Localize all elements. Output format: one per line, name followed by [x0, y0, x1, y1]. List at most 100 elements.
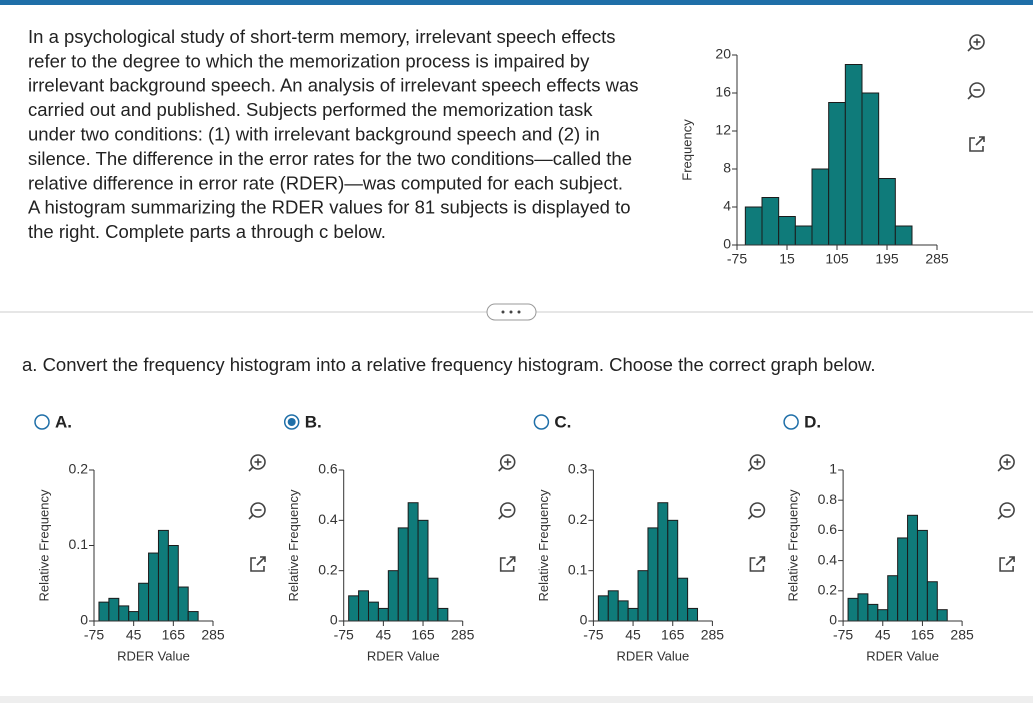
x-tick-label: 285 [451, 627, 475, 643]
zoom-out[interactable] [248, 502, 266, 520]
icon-shape [975, 136, 985, 146]
bar [98, 601, 110, 622]
x-tick-label: 45 [625, 627, 641, 643]
y-axis-label: Relative Frequency [286, 489, 301, 601]
option-label: B. [305, 412, 322, 431]
icon-shape [997, 466, 1003, 472]
y-tick-label: 0.2 [568, 511, 588, 527]
popout[interactable] [250, 556, 266, 572]
option-radio[interactable] [283, 414, 300, 430]
zoom-in[interactable] [967, 34, 985, 52]
option-label: C. [554, 412, 571, 431]
x-axis-label: RDER Value [117, 648, 190, 663]
bar [407, 502, 419, 622]
zoom-out[interactable] [498, 502, 516, 520]
bar [877, 609, 889, 622]
bar [108, 597, 120, 622]
bar [187, 611, 199, 622]
zoom-out[interactable] [967, 82, 985, 100]
popout[interactable] [999, 556, 1015, 572]
bar [667, 519, 679, 622]
bar [437, 607, 449, 622]
icon-shape [969, 82, 985, 98]
x-tick-label: 165 [911, 627, 935, 643]
x-tick-label: 285 [925, 251, 949, 267]
bar [348, 595, 360, 622]
bar [844, 64, 863, 246]
x-tick-label: -75 [583, 627, 603, 643]
option-radio[interactable] [783, 414, 799, 430]
expand-button[interactable] [486, 303, 537, 321]
zoom-in[interactable] [997, 454, 1015, 472]
question-line: A histogram summarizing the RDER values … [28, 197, 631, 218]
bar [887, 575, 899, 622]
y-tick-label: 0.2 [818, 582, 838, 598]
icon-shape [749, 502, 766, 518]
x-tick-label: -75 [84, 627, 104, 643]
bar [148, 552, 159, 622]
bar [847, 597, 859, 622]
option-radio[interactable] [533, 414, 550, 430]
question-line: the right. Complete parts a through c be… [28, 221, 386, 242]
zoom-in[interactable] [747, 454, 766, 472]
icon-shape [1005, 556, 1015, 566]
bar [637, 570, 649, 622]
x-tick-label: 45 [875, 627, 891, 643]
icon-shape [250, 557, 265, 572]
icon-shape [999, 502, 1015, 518]
y-tick-label: 16 [715, 84, 731, 100]
bar [794, 225, 813, 246]
icon-shape [498, 466, 504, 472]
bar [118, 605, 130, 622]
icon-shape [969, 34, 985, 50]
bar [657, 502, 669, 622]
icon-shape [250, 502, 266, 518]
bar [177, 586, 189, 622]
bar [427, 577, 439, 622]
icon-shape [749, 557, 765, 572]
icon-shape [967, 46, 973, 52]
y-tick-label: 0.8 [818, 491, 838, 507]
icon-shape [248, 466, 254, 472]
bar [377, 607, 389, 622]
y-axis-label: Relative Frequency [786, 489, 801, 601]
y-tick-label: 0 [80, 612, 88, 628]
y-tick-label: 0 [829, 612, 837, 628]
option-radio[interactable] [34, 414, 50, 430]
popout[interactable] [499, 556, 516, 572]
zoom-out[interactable] [747, 502, 766, 520]
icon-shape [967, 94, 973, 100]
y-tick-label: 0.1 [568, 561, 588, 577]
icon-shape [499, 557, 515, 572]
x-tick-label: 165 [162, 627, 186, 643]
zoom-out[interactable] [997, 502, 1015, 520]
icon-shape [997, 514, 1003, 520]
popout[interactable] [969, 136, 985, 152]
bar [597, 595, 609, 622]
icon-shape [250, 454, 266, 470]
radio-ring [783, 414, 799, 430]
popout[interactable] [749, 556, 766, 572]
question-line: silence. The difference in the error rat… [28, 148, 632, 169]
bar [417, 519, 429, 622]
icon-shape [999, 454, 1015, 470]
icon-shape [506, 556, 516, 566]
x-tick-label: -75 [727, 251, 747, 267]
y-tick-label: 8 [723, 160, 731, 176]
y-tick-label: 20 [715, 46, 731, 62]
bar [857, 593, 869, 622]
bar [138, 582, 150, 622]
icon-shape [747, 514, 753, 520]
zoom-in[interactable] [248, 454, 266, 472]
icon-shape [499, 454, 516, 470]
radio-ring [34, 414, 50, 430]
x-tick-label: 285 [201, 627, 225, 643]
y-tick-label: 0.4 [818, 551, 838, 567]
bar [778, 216, 796, 246]
bar [627, 607, 639, 622]
icon-shape [749, 454, 766, 470]
y-tick-label: 1 [829, 461, 837, 477]
zoom-in[interactable] [498, 454, 516, 472]
y-tick-label: 0.2 [318, 561, 338, 577]
